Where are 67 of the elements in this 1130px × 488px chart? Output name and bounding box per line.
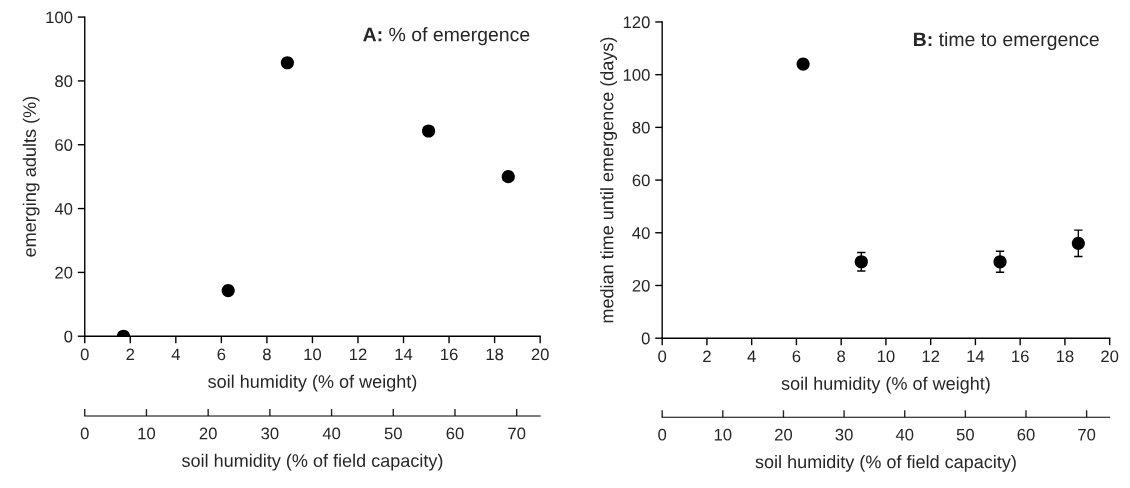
y-tick-label: 40 (632, 227, 650, 239)
x-tick-label: 0 (658, 350, 667, 363)
point (221, 284, 235, 298)
x-tick-label: 12 (922, 350, 940, 363)
x-tick-label: 10 (877, 350, 895, 363)
y-tick-label: 80 (55, 75, 73, 88)
point (993, 255, 1007, 269)
x-tick-label: 10 (304, 348, 322, 361)
y-tick-label: 120 (623, 16, 650, 29)
point (1071, 236, 1085, 250)
x-tick-label: 6 (217, 348, 226, 361)
point (280, 56, 294, 70)
x-axis-title: soil humidity (% of weight) (781, 376, 990, 394)
x-tick-label: 6 (792, 350, 801, 363)
x2-tick-label: 50 (384, 427, 402, 440)
x2-tick-label: 0 (658, 428, 667, 441)
y-tick-label: 0 (64, 330, 73, 343)
x-tick-label: 14 (967, 350, 985, 363)
x2-tick-label: 10 (714, 428, 732, 441)
x2-axis-title: soil humidity (% of field capacity) (182, 453, 443, 471)
y-tick-label: 20 (55, 266, 73, 279)
y-tick-label: 0 (641, 332, 650, 345)
x-tick-label: 8 (837, 350, 846, 363)
x-tick-label: 18 (486, 348, 504, 361)
x-tick-label: 12 (349, 348, 367, 361)
x2-tick-label: 40 (895, 428, 914, 441)
chart-title: B: time to emergence (914, 31, 1099, 51)
y-tick-label: 60 (632, 174, 650, 187)
x-tick-label: 2 (703, 350, 711, 363)
x-tick-label: 16 (441, 348, 458, 361)
x-tick-label: 20 (1101, 350, 1119, 363)
x2-tick-label: 50 (956, 428, 974, 441)
point (501, 170, 515, 184)
point (854, 255, 868, 269)
chart-title: A: % of emergence (363, 27, 530, 46)
y-tick-label: 80 (632, 121, 650, 134)
x2-tick-label: 0 (80, 427, 89, 440)
x2-tick-label: 20 (199, 427, 217, 440)
x2-tick-label: 10 (138, 427, 156, 440)
x-tick-label: 0 (80, 348, 89, 361)
y-tick-label: 100 (46, 11, 73, 24)
x2-tick-label: 60 (1017, 428, 1035, 441)
x2-axis-title: soil humidity (% of field capacity) (755, 455, 1016, 472)
x-tick-label: 18 (1056, 350, 1074, 363)
y-tick-label: 20 (632, 279, 650, 292)
x-tick-label: 14 (395, 348, 413, 361)
x2-tick-label: 60 (446, 427, 464, 440)
y-axis-title: median time until emergence (days) (600, 37, 618, 323)
y-tick-label: 40 (54, 202, 73, 215)
x-tick-label: 4 (747, 350, 756, 363)
x2-tick-label: 70 (1078, 428, 1096, 441)
y-axis-title: emerging adults (%) (22, 96, 40, 257)
x-tick-label: 8 (263, 348, 271, 361)
x-tick-label: 4 (171, 348, 180, 361)
point (421, 124, 436, 138)
y-tick-label: 100 (623, 69, 650, 81)
x2-tick-label: 40 (322, 427, 341, 440)
x2-tick-label: 30 (261, 427, 279, 440)
x-axis-title: soil humidity (% of weight) (208, 374, 417, 392)
x-tick-label: 20 (531, 348, 549, 361)
x2-tick-label: 30 (835, 428, 853, 441)
x-tick-label: 16 (1012, 350, 1029, 363)
point (796, 57, 810, 71)
y-tick-label: 60 (55, 139, 73, 151)
x2-tick-label: 20 (775, 428, 793, 441)
x2-tick-label: 70 (508, 427, 526, 440)
x-tick-label: 2 (126, 348, 135, 361)
